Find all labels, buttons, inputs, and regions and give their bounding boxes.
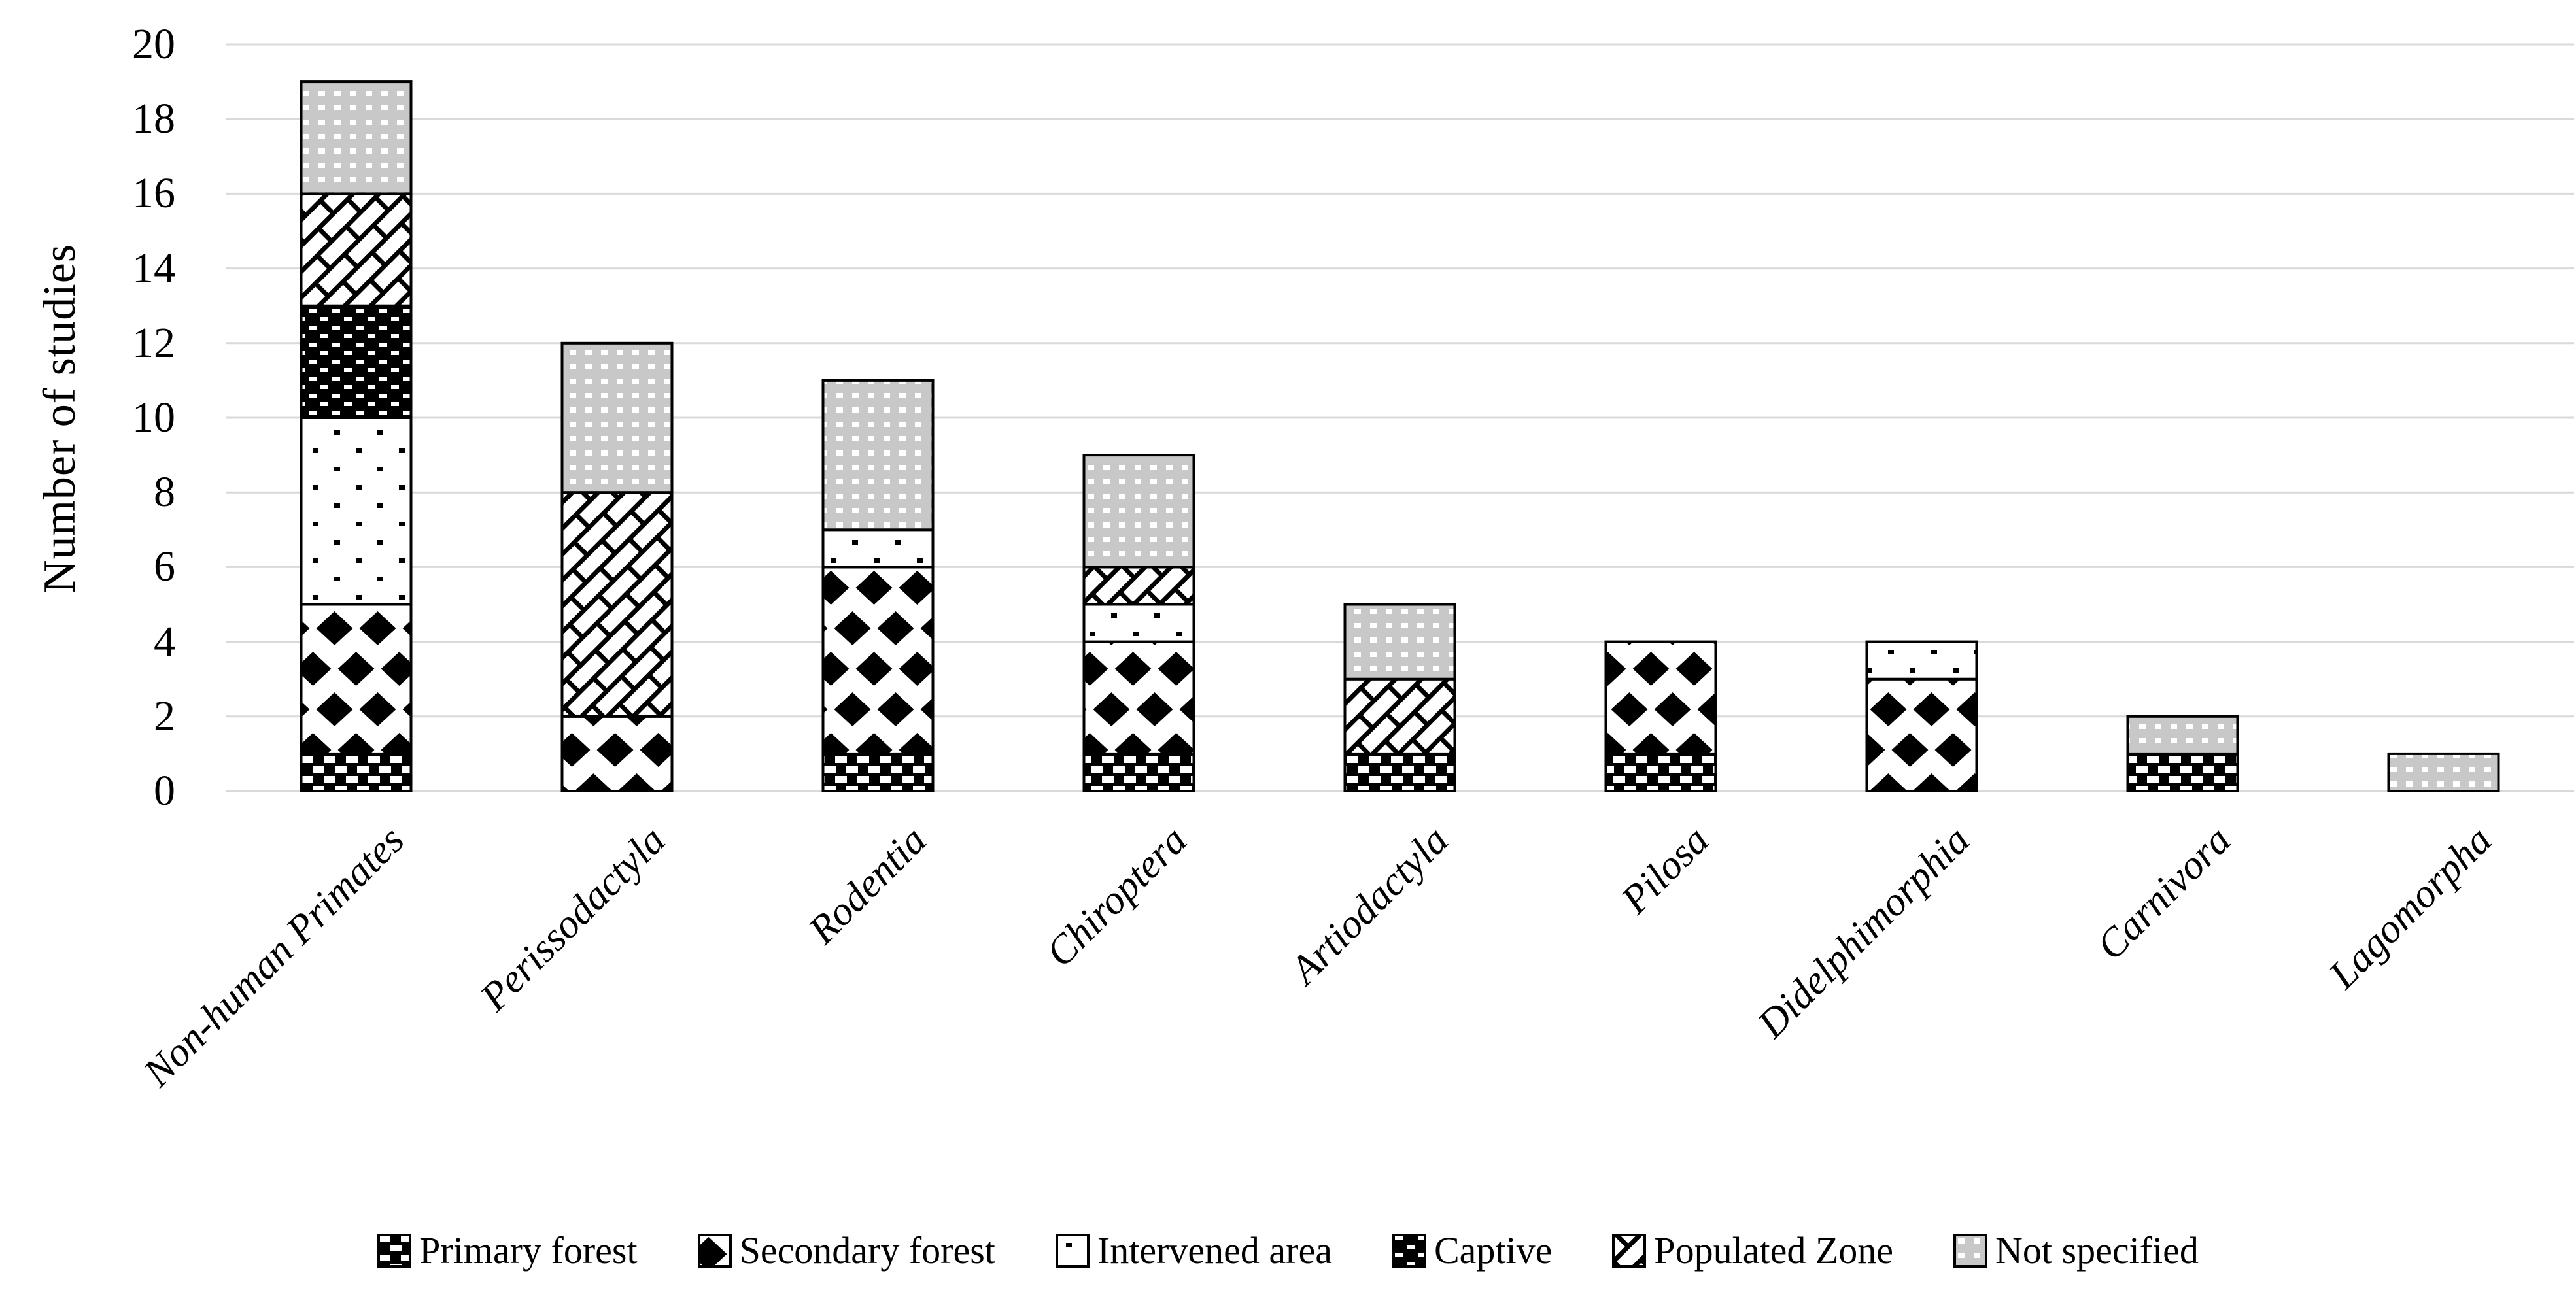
y-tick-label: 8 (154, 468, 175, 516)
bar-segment (300, 192, 413, 307)
bar-segment (821, 752, 935, 793)
y-tick-label: 2 (154, 692, 175, 740)
y-tick-label: 14 (132, 244, 175, 292)
bar-segment (821, 528, 935, 569)
populated-pattern-swatch-icon (1612, 1234, 1647, 1268)
legend-label: Primary forest (419, 1229, 638, 1272)
bar-segment (821, 379, 935, 532)
bar-segment (1082, 603, 1195, 643)
bar-segment (1343, 752, 1456, 793)
legend-item: Intervened area (1055, 1229, 1332, 1272)
bar-segment (300, 752, 413, 793)
bar-segment (1604, 752, 1717, 793)
y-tick-label: 6 (154, 543, 175, 591)
bar-segment (300, 80, 413, 195)
legend-label: Intervened area (1097, 1229, 1332, 1272)
intervened-pattern-swatch-icon (1055, 1234, 1090, 1268)
y-tick-label: 0 (154, 767, 175, 815)
captive-pattern-swatch-icon (1392, 1234, 1426, 1268)
legend-item: Not specified (1953, 1232, 2199, 1270)
bar-segment (1082, 454, 1195, 569)
bar-segment (560, 491, 674, 718)
bar-segment (300, 603, 413, 755)
bar-segment (300, 304, 413, 420)
bar-segment (1865, 677, 1978, 792)
legend-label: Captive (1434, 1229, 1553, 1272)
legend-item: Secondary forest (697, 1229, 995, 1272)
y-tick-label: 18 (132, 95, 175, 143)
legend: Primary forest Secondary forest Intervened… (0, 1232, 2576, 1270)
secondary-pattern-swatch-icon (697, 1234, 732, 1268)
bar-segment (1343, 603, 1456, 681)
legend-item: Captive (1392, 1232, 1552, 1270)
notspec-pattern-swatch-icon (1953, 1234, 1988, 1268)
primary-pattern-swatch-icon (377, 1234, 412, 1268)
bar-segment (2126, 752, 2239, 793)
bar-segment (560, 715, 674, 793)
bar-segment (1082, 640, 1195, 755)
bar-segment (2387, 752, 2500, 793)
bar-segment (1865, 640, 1978, 681)
bar-segment (560, 341, 674, 494)
y-tick-label: 16 (132, 169, 175, 218)
bar-segment (821, 566, 935, 755)
y-tick-label: 4 (154, 617, 175, 666)
legend-label: Secondary forest (739, 1229, 995, 1272)
bar-segment (1082, 752, 1195, 793)
legend-item: Populated Zone (1612, 1232, 1893, 1270)
legend-label: Not specified (1995, 1229, 2199, 1272)
bar-segment (1082, 566, 1195, 606)
y-tick-label: 12 (132, 318, 175, 367)
legend-label: Populated Zone (1654, 1229, 1894, 1272)
y-tick-label: 10 (132, 394, 175, 441)
bar-segment (2126, 715, 2239, 755)
y-tick-label: 20 (132, 20, 175, 68)
legend-item: Primary forest (377, 1229, 638, 1272)
bar-segment (300, 416, 413, 606)
bar-segment (1604, 640, 1717, 755)
bar-segment (1343, 677, 1456, 755)
